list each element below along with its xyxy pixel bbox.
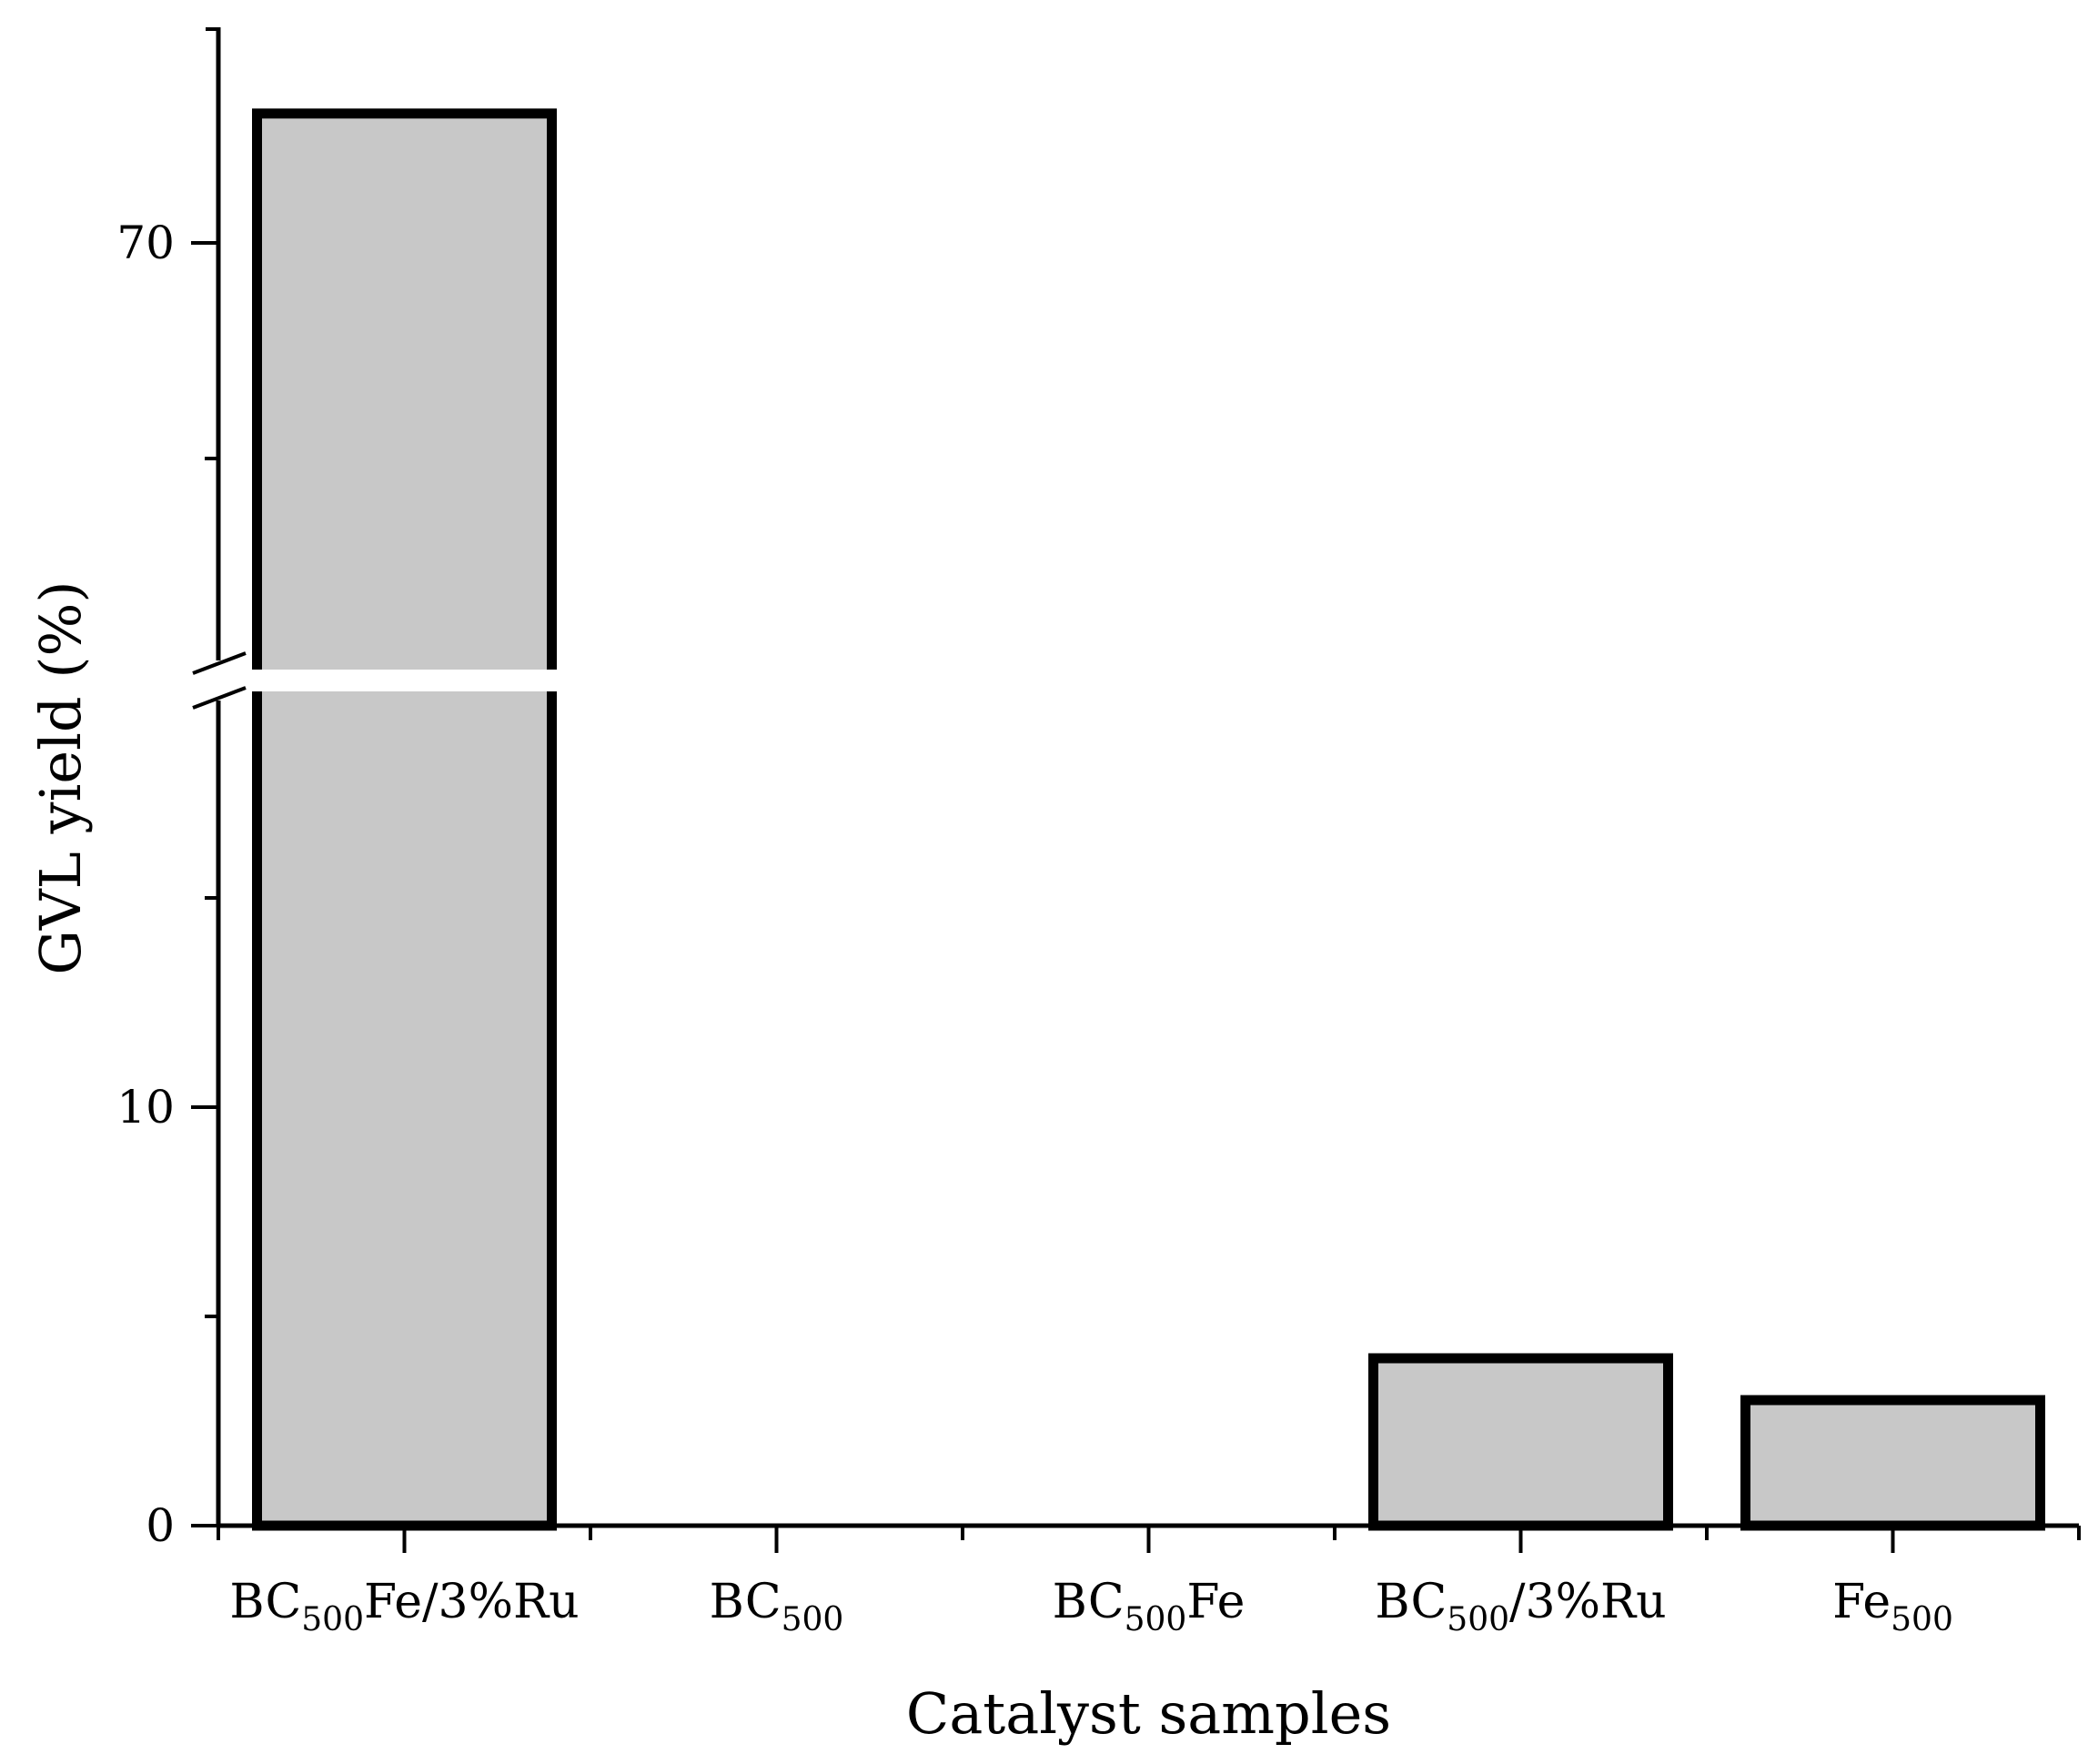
y-axis-break-mark-lower [192,686,247,710]
y-tick-label-70: 70 [116,217,175,269]
bar-break-gap-0 [249,670,560,691]
y-axis-break-mark-upper [192,651,247,675]
bar-0 [252,108,557,1531]
x-tick-label-0: BC500Fe/3%Ru [229,1575,579,1638]
x-tick-label-3: BC500/3%Ru [1375,1575,1666,1638]
y-axis-title: GVL yield (%) [27,580,94,974]
bars-layer [249,108,2045,1531]
x-tick-label-4: Fe500 [1832,1575,1953,1638]
axes-layer [191,27,2081,1553]
bar-3 [1368,1353,1673,1531]
y-tick-label-0: 0 [146,1499,175,1552]
labels-layer: 0 10 70 BC500Fe/3%Ru BC500 BC500Fe BC500/3%Ru F… [27,217,1953,1747]
x-tick-label-2: BC500Fe [1053,1575,1246,1638]
x-tick-label-1: BC500 [710,1575,844,1638]
x-axis-title: Catalyst samples [906,1680,1391,1747]
y-tick-label-10: 10 [116,1081,175,1134]
bar-4 [1740,1395,2045,1531]
